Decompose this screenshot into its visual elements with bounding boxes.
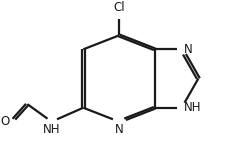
Text: NH: NH: [43, 123, 60, 136]
Text: NH: NH: [184, 101, 201, 114]
Text: Cl: Cl: [113, 1, 125, 14]
Text: N: N: [184, 43, 192, 56]
Text: O: O: [0, 115, 10, 128]
Text: N: N: [115, 123, 123, 136]
